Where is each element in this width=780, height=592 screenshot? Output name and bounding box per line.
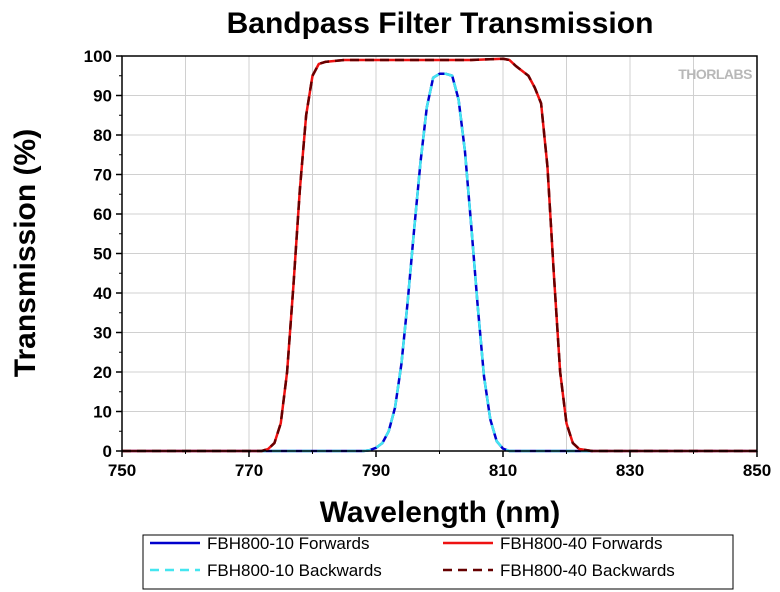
- x-tick-label: 770: [235, 461, 263, 480]
- legend-label-1: FBH800-10 Forwards: [207, 534, 370, 553]
- y-tick-label: 100: [84, 47, 112, 66]
- y-tick-label: 60: [93, 205, 112, 224]
- y-tick-label: 40: [93, 284, 112, 303]
- x-tick-label: 810: [489, 461, 517, 480]
- series-line-2: [122, 72, 757, 453]
- x-tick-label: 750: [108, 461, 136, 480]
- y-tick-label: 20: [93, 363, 112, 382]
- grid: [122, 56, 757, 451]
- y-tick-label: 30: [93, 324, 112, 343]
- legend-label-2: FBH800-10 Backwards: [207, 561, 382, 580]
- ticks: 750 770 790 810 830 850 0 10 20 30 40 50 60 70 80 90 100: [84, 47, 772, 480]
- series-line-4: [122, 57, 757, 453]
- legend-label-4: FBH800-40 Backwards: [500, 561, 675, 580]
- x-axis-label: Wavelength (nm): [320, 496, 561, 529]
- legend: FBH800-10 Forwards FBH800-10 Backwards FBH…: [150, 534, 675, 580]
- y-tick-label: 70: [93, 166, 112, 185]
- y-tick-label: 50: [93, 245, 112, 264]
- chart-title: Bandpass Filter Transmission: [227, 7, 654, 40]
- legend-label-3: FBH800-40 Forwards: [500, 534, 663, 553]
- y-axis-label: Transmission (%): [9, 129, 42, 377]
- x-tick-label: 790: [362, 461, 390, 480]
- y-tick-label: 10: [93, 403, 112, 422]
- series-layer: [122, 57, 757, 453]
- x-tick-label: 850: [743, 461, 771, 480]
- y-tick-label: 0: [103, 442, 112, 461]
- x-tick-label: 830: [616, 461, 644, 480]
- legend-box: [142, 534, 734, 590]
- watermark-logo: THORLABS: [678, 66, 752, 82]
- y-tick-label: 90: [93, 87, 112, 106]
- y-tick-label: 80: [93, 126, 112, 145]
